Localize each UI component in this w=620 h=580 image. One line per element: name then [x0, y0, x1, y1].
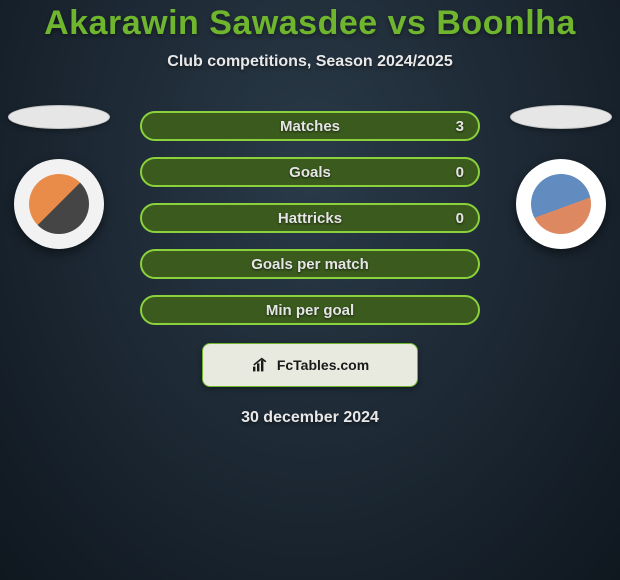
stats-area: Matches 3 Goals 0 Hattricks 0 Goals per …	[0, 111, 620, 325]
right-player-column	[510, 105, 612, 249]
comparison-card: Akarawin Sawasdee vs Boonlha Club compet…	[0, 0, 620, 580]
left-player-column	[8, 105, 110, 249]
chart-icon	[251, 357, 271, 373]
page-title: Akarawin Sawasdee vs Boonlha	[44, 4, 576, 43]
stat-label: Hattricks	[142, 210, 478, 227]
stat-row-hattricks: Hattricks 0	[140, 203, 480, 233]
stat-value: 3	[456, 118, 464, 135]
club-logo-left-accent	[29, 174, 89, 234]
club-logo-right	[516, 159, 606, 249]
stat-value: 0	[456, 164, 464, 181]
club-logo-left	[14, 159, 104, 249]
site-badge-text: FcTables.com	[277, 357, 369, 373]
stat-value: 0	[456, 210, 464, 227]
stat-row-matches: Matches 3	[140, 111, 480, 141]
date-text: 30 december 2024	[241, 409, 379, 427]
club-logo-right-accent	[531, 174, 591, 234]
player-silhouette-left	[8, 105, 110, 129]
player-silhouette-right	[510, 105, 612, 129]
stat-row-goals: Goals 0	[140, 157, 480, 187]
stat-label: Goals	[142, 164, 478, 181]
stat-row-goals-per-match: Goals per match	[140, 249, 480, 279]
site-badge[interactable]: FcTables.com	[202, 343, 418, 387]
stat-row-min-per-goal: Min per goal	[140, 295, 480, 325]
subtitle: Club competitions, Season 2024/2025	[167, 53, 452, 71]
stat-label: Goals per match	[142, 256, 478, 273]
stat-label: Matches	[142, 118, 478, 135]
stat-label: Min per goal	[142, 302, 478, 319]
